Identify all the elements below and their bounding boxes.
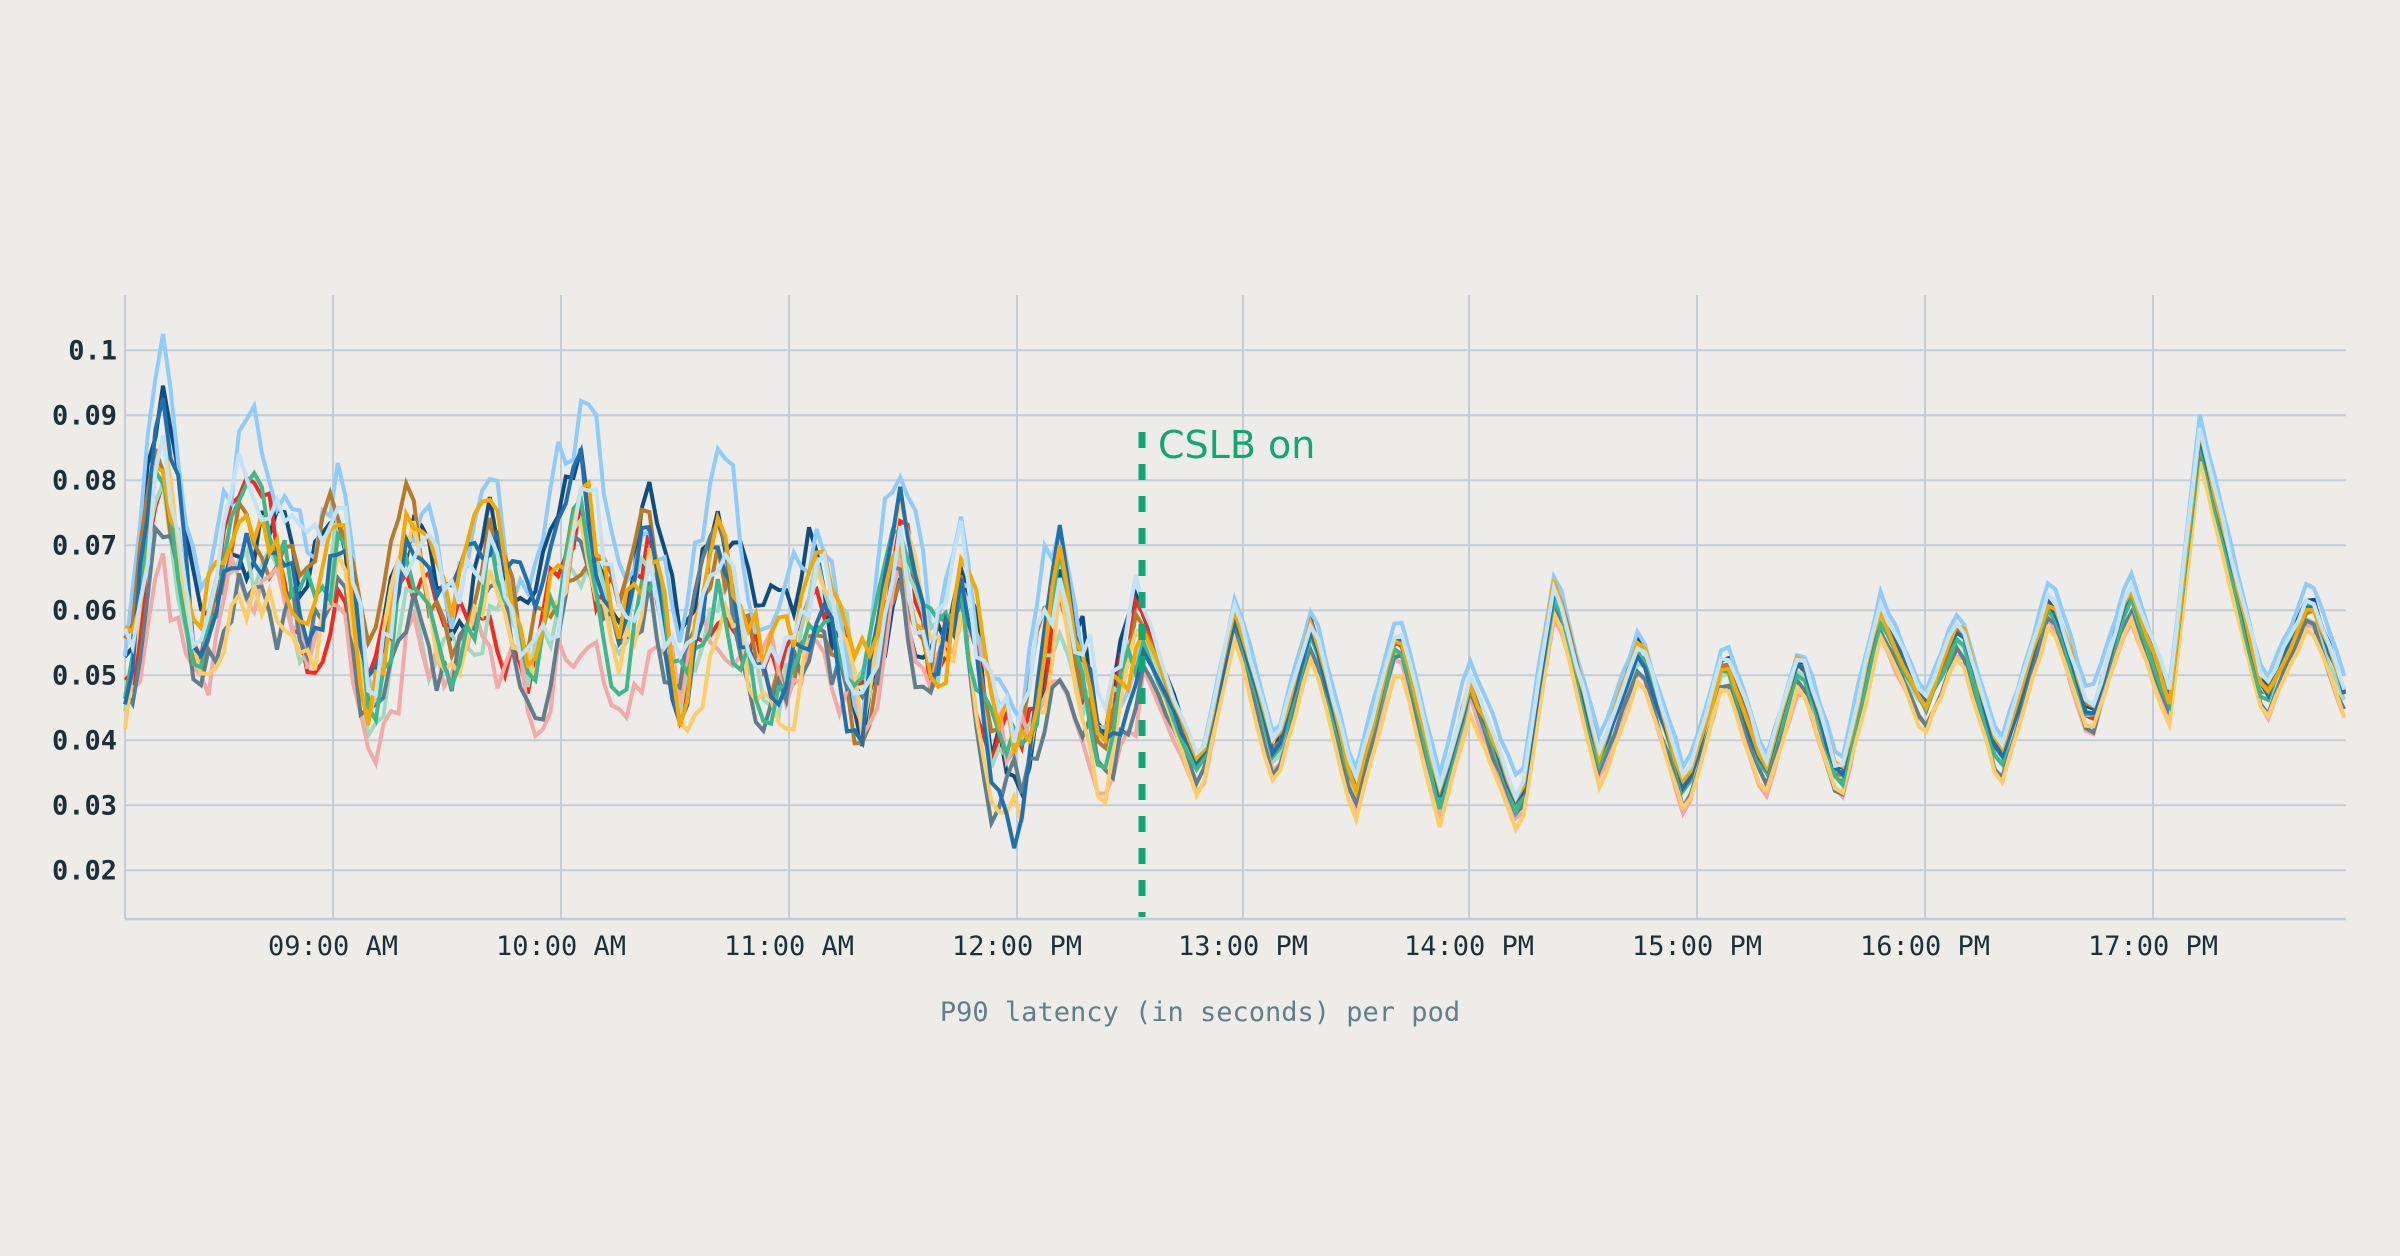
- x-tick-label: 11:00 AM: [724, 931, 854, 962]
- y-tick-label: 0.03: [52, 790, 117, 821]
- x-tick-label: 16:00 PM: [1860, 931, 1990, 962]
- x-axis-label: P90 latency (in seconds) per pod: [939, 997, 1461, 1028]
- y-tick-label: 0.09: [52, 400, 117, 431]
- y-axis-ticks: 0.1 0.09 0.08 0.07 0.06 0.05 0.04 0.03 0.02: [52, 335, 117, 886]
- x-tick-label: 10:00 AM: [496, 931, 626, 962]
- cslb-on-annotation: CSLB on: [1158, 423, 1316, 467]
- y-tick-label: 0.1: [68, 335, 117, 366]
- x-tick-label: 13:00 PM: [1178, 931, 1308, 962]
- series-lines: [123, 333, 2347, 849]
- y-tick-label: 0.08: [52, 465, 117, 496]
- y-tick-label: 0.07: [52, 530, 117, 561]
- y-tick-label: 0.04: [52, 725, 117, 756]
- x-tick-label: 17:00 PM: [2088, 931, 2218, 962]
- series-line-pod-8: [123, 436, 2347, 835]
- x-tick-label: 12:00 PM: [952, 931, 1082, 962]
- series-line-pod-12: [123, 427, 2347, 803]
- x-tick-label: 15:00 PM: [1632, 931, 1762, 962]
- y-tick-label: 0.02: [52, 855, 117, 886]
- y-tick-label: 0.06: [52, 595, 117, 626]
- x-axis-ticks: 09:00 AM 10:00 AM 11:00 AM 12:00 PM 13:00 PM…: [268, 931, 2218, 962]
- y-tick-label: 0.05: [52, 660, 117, 691]
- x-tick-label: 14:00 PM: [1404, 931, 1534, 962]
- x-tick-label: 09:00 AM: [268, 931, 398, 962]
